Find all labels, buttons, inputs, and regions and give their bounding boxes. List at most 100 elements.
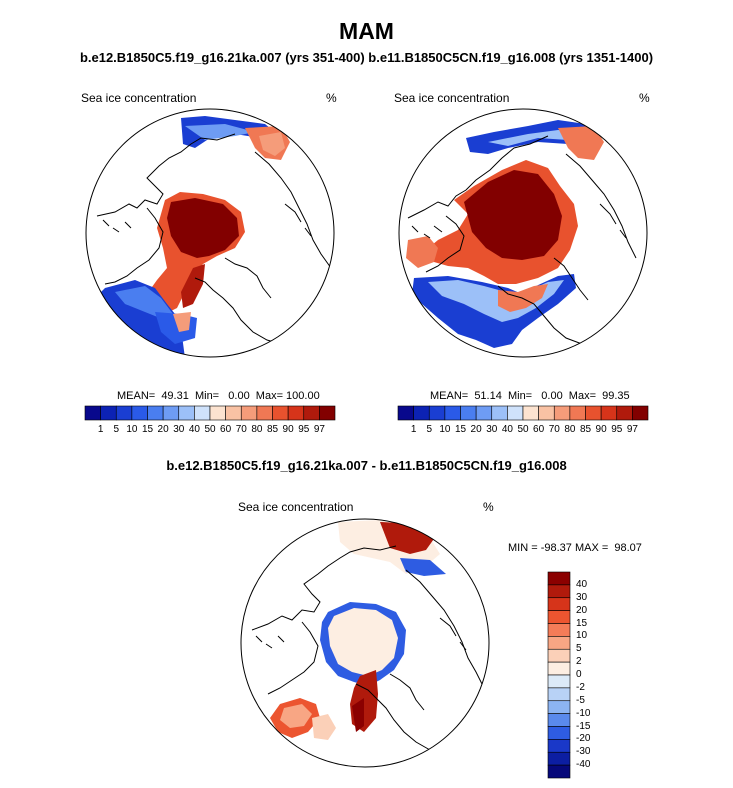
colorbar-tick-label: 15 bbox=[454, 424, 467, 435]
colorbar-swatch bbox=[547, 674, 571, 689]
panel1-colorbar-ticks: 1 5 10 15 20 30 40 50 60 70 80 85 90 95 97 bbox=[85, 424, 335, 438]
colorbar-tick-label: 30 bbox=[173, 424, 185, 435]
colorbar-tick-label: -40 bbox=[576, 759, 591, 771]
colorbar-tick-label: 10 bbox=[576, 630, 588, 642]
colorbar-swatch bbox=[319, 405, 336, 421]
panel3-title: Sea ice concentration bbox=[238, 500, 354, 514]
panel2-colorbar bbox=[397, 405, 649, 421]
colorbar-swatch bbox=[538, 405, 555, 421]
colorbar-swatch bbox=[115, 405, 133, 421]
panel2-colorbar-ticks: 1 5 10 15 20 30 40 50 60 70 80 85 90 95 97 bbox=[398, 424, 648, 438]
top-subtitle: b.e12.B1850C5.f19_g16.21ka.007 (yrs 351-… bbox=[79, 50, 654, 65]
colorbar-tick-label: 10 bbox=[126, 424, 138, 435]
panel3-stats: MIN = -98.37 MAX = 98.07 bbox=[508, 542, 642, 554]
colorbar-swatch bbox=[547, 584, 571, 599]
colorbar-swatch bbox=[397, 405, 414, 421]
colorbar-swatch bbox=[547, 623, 571, 637]
colorbar-swatch bbox=[547, 726, 571, 740]
colorbar-swatch bbox=[413, 405, 430, 421]
panel1-colorbar bbox=[84, 405, 336, 421]
colorbar-swatch bbox=[272, 405, 289, 421]
colorbar-tick-label: 15 bbox=[141, 424, 154, 435]
colorbar-tick-label: -2 bbox=[576, 681, 585, 693]
colorbar-swatch bbox=[547, 700, 571, 714]
colorbar-tick-label: 30 bbox=[576, 591, 588, 603]
main-title: MAM bbox=[339, 18, 394, 44]
panel2-title: Sea ice concentration bbox=[394, 91, 510, 105]
colorbar-swatch bbox=[507, 405, 524, 421]
colorbar-swatch bbox=[547, 571, 571, 586]
colorbar-swatch bbox=[475, 405, 493, 421]
colorbar-tick-label: -5 bbox=[576, 694, 585, 706]
colorbar-swatch bbox=[547, 636, 571, 650]
colorbar-tick-label: 0 bbox=[576, 669, 582, 680]
colorbar-tick-label: 80 bbox=[251, 424, 263, 435]
colorbar-tick-label: 20 bbox=[157, 424, 169, 435]
colorbar-tick-label: 50 bbox=[204, 424, 216, 435]
colorbar-swatch bbox=[547, 739, 571, 753]
colorbar-swatch bbox=[287, 405, 305, 421]
colorbar-swatch bbox=[256, 405, 273, 421]
colorbar-tick-label: 2 bbox=[576, 656, 582, 668]
colorbar-tick-label: 50 bbox=[517, 424, 529, 435]
colorbar-swatch bbox=[547, 610, 571, 624]
colorbar-tick-label: -20 bbox=[576, 733, 591, 745]
colorbar-tick-label: -10 bbox=[576, 707, 591, 719]
colorbar-tick-label: 40 bbox=[501, 424, 513, 435]
colorbar-swatch bbox=[209, 405, 226, 421]
colorbar-tick-label: 95 bbox=[611, 424, 623, 435]
colorbar-tick-label: 1 bbox=[410, 424, 417, 435]
colorbar-tick-label: 85 bbox=[266, 424, 279, 435]
colorbar-swatch bbox=[547, 661, 571, 676]
colorbar-tick-label: 15 bbox=[576, 617, 588, 629]
colorbar-tick-label: 5 bbox=[426, 424, 433, 435]
colorbar-swatch bbox=[84, 405, 101, 421]
colorbar-tick-label: 90 bbox=[595, 424, 607, 435]
colorbar-tick-label: 5 bbox=[576, 643, 582, 655]
colorbar-swatch bbox=[194, 405, 211, 421]
colorbar-swatch bbox=[547, 713, 571, 727]
colorbar-tick-label: 20 bbox=[576, 604, 588, 616]
colorbar-swatch bbox=[303, 405, 320, 421]
colorbar-swatch bbox=[547, 648, 571, 663]
colorbar-swatch bbox=[616, 405, 633, 421]
colorbar-swatch bbox=[147, 405, 164, 421]
colorbar-tick-label: 97 bbox=[313, 424, 325, 435]
panel3-units: % bbox=[483, 500, 494, 514]
colorbar-tick-label: 97 bbox=[626, 424, 638, 435]
colorbar-swatch bbox=[428, 405, 446, 421]
panel3-map bbox=[240, 518, 490, 768]
panel1-map bbox=[85, 108, 335, 358]
panel3-colorbar bbox=[547, 571, 571, 779]
colorbar-swatch bbox=[585, 405, 602, 421]
colorbar-tick-label: 90 bbox=[282, 424, 294, 435]
panel1-title: Sea ice concentration bbox=[81, 91, 197, 105]
panel3-colorbar-ticks: 40 30 20 15 10 5 2 0 -2 -5 -10 -15 -20 -30 -40 bbox=[576, 572, 616, 778]
colorbar-swatch bbox=[547, 687, 571, 702]
colorbar-swatch bbox=[100, 405, 117, 421]
colorbar-tick-label: -30 bbox=[576, 746, 591, 758]
colorbar-swatch bbox=[632, 405, 649, 421]
colorbar-tick-label: -15 bbox=[576, 720, 591, 732]
colorbar-tick-label: 5 bbox=[113, 424, 120, 435]
colorbar-swatch bbox=[491, 405, 508, 421]
colorbar-swatch bbox=[460, 405, 477, 421]
colorbar-swatch bbox=[522, 405, 539, 421]
colorbar-tick-label: 70 bbox=[548, 424, 560, 435]
colorbar-tick-label: 30 bbox=[486, 424, 498, 435]
panel2-stats: MEAN= 51.14 Min= 0.00 Max= 99.35 bbox=[430, 390, 630, 402]
colorbar-tick-label: 80 bbox=[564, 424, 576, 435]
colorbar-tick-label: 60 bbox=[220, 424, 232, 435]
colorbar-swatch bbox=[547, 764, 571, 779]
colorbar-tick-label: 60 bbox=[533, 424, 545, 435]
colorbar-swatch bbox=[162, 405, 180, 421]
colorbar-swatch bbox=[553, 405, 571, 421]
colorbar-swatch bbox=[225, 405, 242, 421]
panel1-stats: MEAN= 49.31 Min= 0.00 Max= 100.00 bbox=[117, 390, 320, 402]
difference-subtitle: b.e12.B1850C5.f19_g16.21ka.007 - b.e11.B… bbox=[166, 458, 567, 473]
colorbar-tick-label: 70 bbox=[235, 424, 247, 435]
colorbar-tick-label: 40 bbox=[188, 424, 200, 435]
panel2-units: % bbox=[639, 91, 650, 105]
colorbar-swatch bbox=[178, 405, 195, 421]
colorbar-swatch bbox=[547, 597, 571, 611]
